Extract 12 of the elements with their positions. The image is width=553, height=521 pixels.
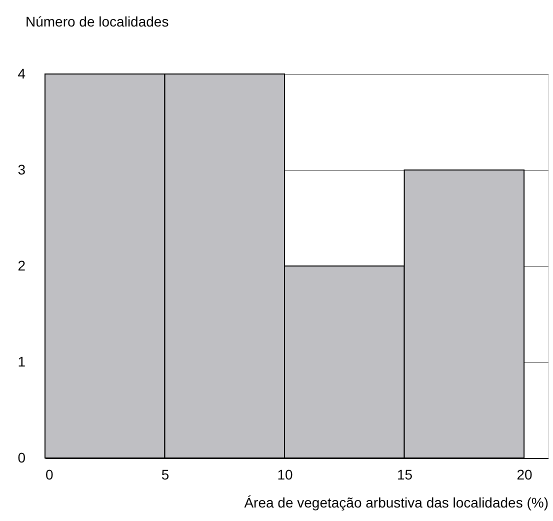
x-tick-label: 0 bbox=[46, 466, 54, 482]
y-tick-label: 2 bbox=[18, 258, 26, 274]
y-tick-label: 4 bbox=[18, 66, 26, 82]
x-tick-label: 20 bbox=[516, 466, 533, 482]
x-tick-label: 5 bbox=[161, 466, 170, 482]
x-axis-title: Área de vegetação arbustiva das localidades (%) bbox=[244, 494, 548, 510]
x-tick-label: 10 bbox=[277, 466, 294, 482]
y-tick-label: 0 bbox=[18, 450, 26, 466]
y-tick-label: 1 bbox=[18, 354, 26, 370]
x-tick-label: 15 bbox=[396, 466, 413, 482]
y-axis-title: Número de localidades bbox=[26, 14, 169, 30]
y-tick-label: 3 bbox=[18, 162, 26, 178]
